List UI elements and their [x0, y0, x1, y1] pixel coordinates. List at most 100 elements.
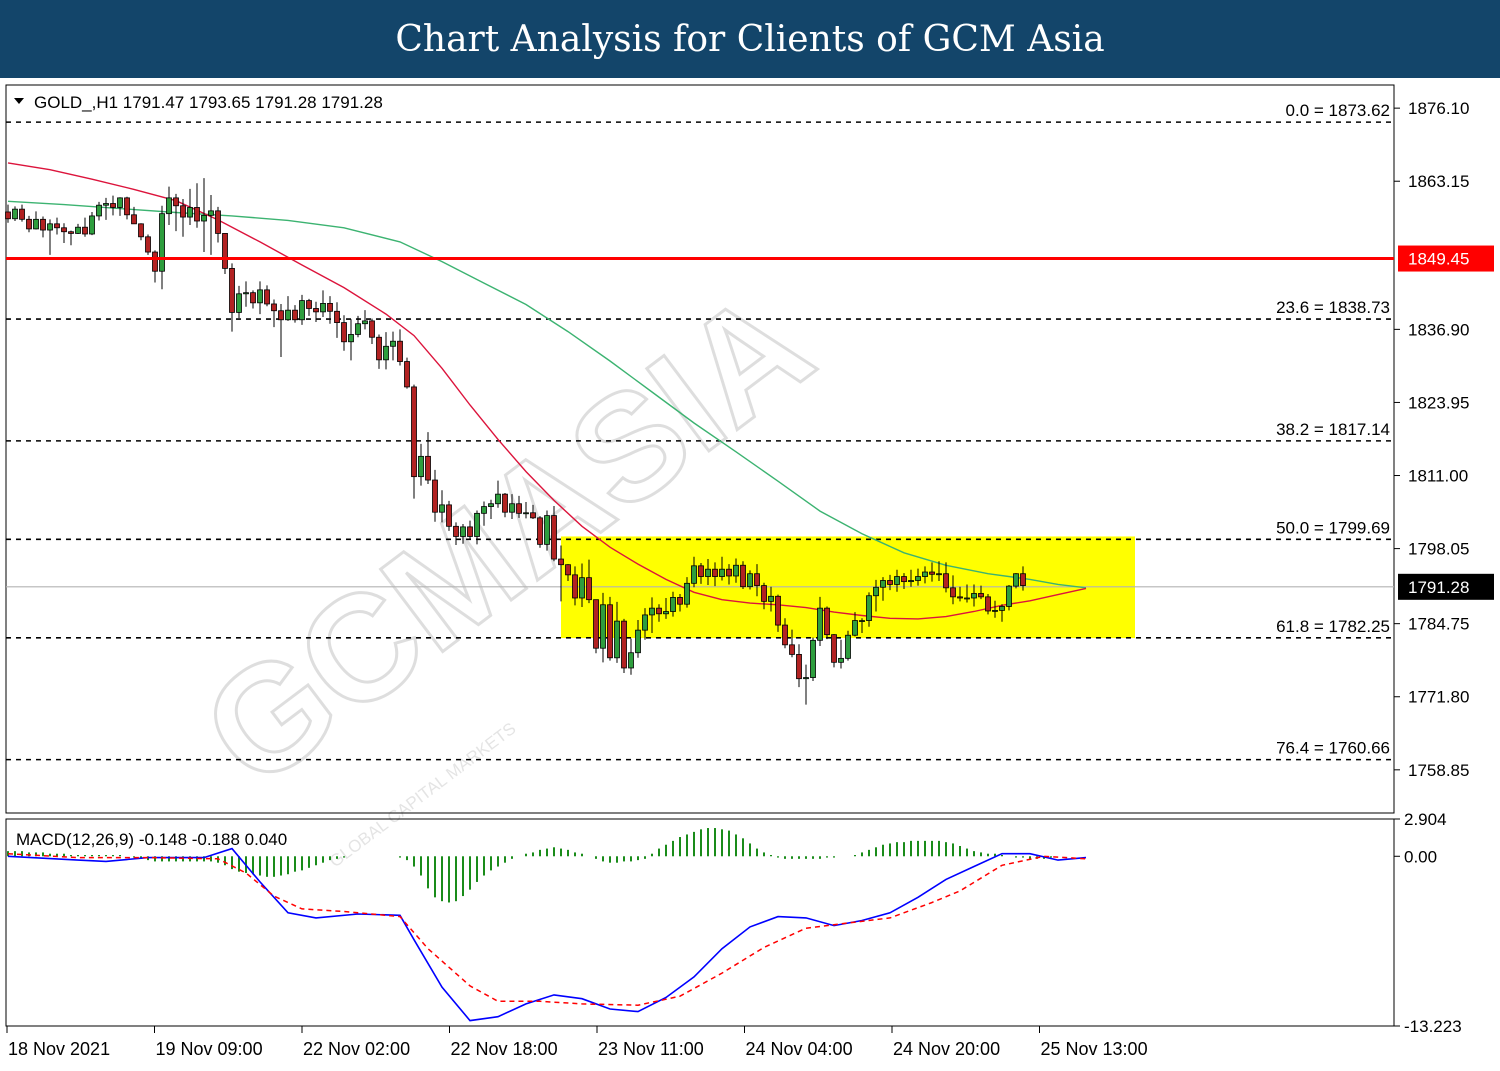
- candle: [859, 618, 865, 633]
- candle-body: [628, 652, 634, 669]
- candle-body: [271, 303, 277, 312]
- price-tick-label: 1876.10: [1408, 99, 1469, 118]
- candle-body: [362, 320, 368, 325]
- candle: [740, 561, 746, 589]
- candle: [901, 573, 907, 589]
- candle: [369, 318, 375, 345]
- candle: [411, 384, 417, 499]
- candle: [642, 608, 648, 640]
- fib-label: 61.8 = 1782.25: [1276, 617, 1390, 636]
- candle: [768, 586, 774, 612]
- candle: [145, 234, 151, 255]
- candle-body: [40, 218, 46, 231]
- candle-body: [201, 214, 207, 222]
- candle: [999, 604, 1005, 622]
- candle-body: [502, 493, 508, 513]
- candle: [418, 443, 424, 486]
- price-chart: GCMASIA GLOBAL CAPITAL MARKETS 0.0 = 187…: [0, 78, 1500, 1071]
- candle: [271, 299, 277, 328]
- candle: [432, 469, 438, 522]
- candle-body: [138, 223, 144, 238]
- candle: [75, 223, 81, 234]
- candle-body: [159, 213, 165, 272]
- candle: [649, 597, 655, 633]
- candle: [404, 357, 410, 389]
- candle-body: [635, 629, 641, 654]
- candle: [194, 183, 200, 228]
- candle: [348, 319, 354, 361]
- candle: [278, 303, 284, 358]
- candle: [467, 520, 473, 540]
- candle-body: [579, 577, 585, 599]
- candle-body: [432, 479, 438, 513]
- candle-body: [516, 503, 522, 514]
- candle: [264, 285, 270, 307]
- candle-body: [663, 611, 669, 615]
- candle-body: [411, 386, 417, 478]
- candle-body: [565, 564, 571, 576]
- candle-body: [264, 289, 270, 305]
- candle-body: [117, 197, 123, 208]
- candle: [544, 510, 550, 551]
- candle-body: [796, 654, 802, 680]
- macd-panel-frame: [5, 818, 1395, 1027]
- candle-body: [810, 639, 816, 678]
- candle-body: [670, 597, 676, 612]
- candle: [502, 493, 508, 518]
- macd-indicator: 2.904 0.00 -13.223: [7, 810, 1462, 1036]
- candle-body: [187, 207, 193, 218]
- candle: [733, 558, 739, 583]
- candle: [82, 217, 88, 237]
- candle: [824, 606, 830, 640]
- candle: [845, 630, 851, 661]
- candle: [103, 197, 109, 220]
- candle-body: [404, 361, 410, 388]
- candle-body: [922, 571, 928, 577]
- candle: [985, 594, 991, 615]
- candle: [285, 296, 291, 321]
- dropdown-icon[interactable]: [14, 98, 24, 104]
- candle-body: [999, 606, 1005, 611]
- candle: [446, 500, 452, 531]
- candle: [929, 562, 935, 582]
- candle: [376, 334, 382, 369]
- candle-body: [551, 515, 557, 560]
- candle-body: [180, 205, 186, 218]
- candle: [775, 594, 781, 632]
- candle-body: [54, 223, 60, 229]
- candle-body: [313, 308, 319, 313]
- candle: [61, 223, 67, 244]
- candle-body: [831, 634, 837, 663]
- candle-body: [943, 573, 949, 589]
- candle-body: [537, 517, 543, 545]
- candle-body: [341, 322, 347, 343]
- candle-body: [803, 677, 809, 680]
- candle: [460, 524, 466, 544]
- banner-title: Chart Analysis for Clients of GCM Asia: [395, 19, 1105, 60]
- candle-body: [19, 208, 25, 220]
- candle-body: [782, 624, 788, 646]
- time-tick-label: 18 Nov 2021: [8, 1039, 110, 1059]
- candle: [257, 281, 263, 315]
- candle-body: [572, 574, 578, 599]
- candle-body: [474, 512, 480, 537]
- ma-red-line: [7, 162, 1087, 620]
- candlesticks: [5, 178, 1026, 705]
- macd-tick-label: 0.00: [1404, 847, 1437, 866]
- candle-body: [285, 309, 291, 321]
- candle-body: [880, 580, 886, 588]
- candle: [957, 586, 963, 602]
- candle-body: [649, 607, 655, 616]
- candle: [747, 570, 753, 590]
- candle: [663, 597, 669, 619]
- candle: [628, 638, 634, 675]
- candle: [383, 332, 389, 370]
- candle: [397, 329, 403, 366]
- candle: [600, 592, 606, 663]
- candle: [19, 204, 25, 222]
- resistance-price-label: 1849.45: [1408, 250, 1469, 269]
- candle-body: [397, 340, 403, 362]
- candle-body: [61, 227, 67, 233]
- candle-body: [509, 503, 515, 513]
- time-axis: 18 Nov 2021 19 Nov 09:00 22 Nov 02:00 22 No…: [6, 1026, 1148, 1059]
